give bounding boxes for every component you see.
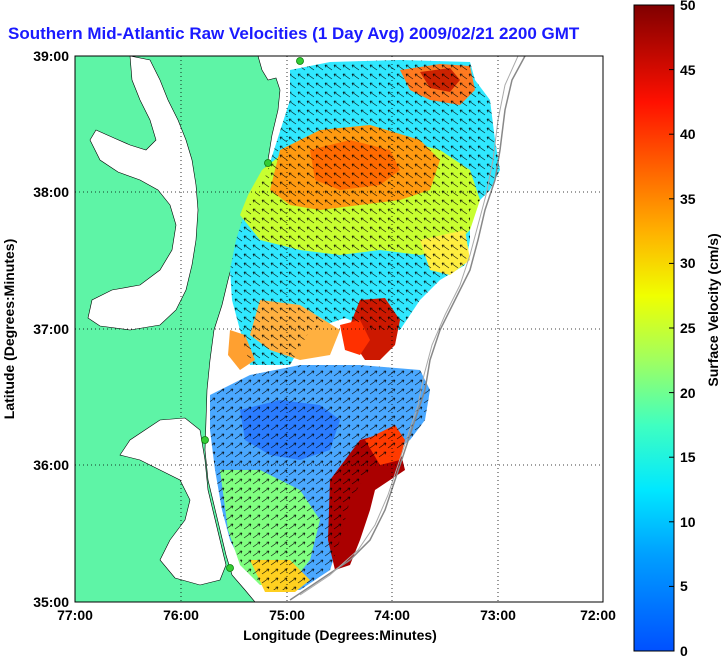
y-tick-label: 36:00 [33, 457, 69, 473]
velocity-vectors-north [230, 60, 500, 365]
chesapeake-bay [87, 56, 199, 331]
shelf-contour [289, 56, 526, 601]
colorbar-ticks [669, 4, 674, 652]
x-tick-label: 74:00 [374, 607, 410, 623]
y-tick-label: 39:00 [33, 48, 69, 64]
colorbar-tick-label: 30 [680, 255, 696, 271]
grid-lines [75, 56, 603, 602]
colorbar [633, 4, 675, 652]
station-markers [201, 57, 304, 572]
y-tick-label: 38:00 [33, 184, 69, 200]
y-tick-label: 37:00 [33, 321, 69, 337]
colorbar-label: Surface Velocity (cm/s) [705, 233, 721, 386]
colorbar-tick-labels: 50 45 40 35 30 25 20 15 10 5 0 [680, 0, 696, 659]
y-tick-label: 35:00 [33, 594, 69, 610]
x-axis-label: Longitude (Degrees:Minutes) [243, 627, 437, 643]
colorbar-tick-label: 45 [680, 62, 696, 78]
colorbar-tick-label: 50 [680, 0, 696, 13]
x-tick-label: 72:00 [580, 607, 616, 623]
x-tick-label: 73:00 [480, 607, 516, 623]
x-tick-label: 77:00 [57, 607, 93, 623]
y-tick-labels: 39:00 38:00 37:00 36:00 35:00 [33, 48, 69, 610]
x-tick-label: 75:00 [269, 607, 305, 623]
colorbar-tick-label: 35 [680, 191, 696, 207]
pamlico-sound [119, 417, 227, 586]
colorbar-tick-label: 10 [680, 514, 696, 530]
map-title: Southern Mid-Atlantic Raw Velocities (1 … [8, 24, 580, 43]
shelf-contour-inner [299, 56, 519, 596]
colorbar-tick-label: 40 [680, 126, 696, 142]
land-mass [75, 56, 281, 602]
colorbar-tick-label: 25 [680, 320, 696, 336]
colorbar-tick-label: 15 [680, 449, 696, 465]
colorbar-tick-label: 20 [680, 385, 696, 401]
colorbar-tick-label: 5 [680, 578, 688, 594]
x-tick-label: 76:00 [163, 607, 199, 623]
velocity-vectors-south [210, 365, 430, 590]
x-tick-labels: 77:00 76:00 75:00 74:00 73:00 72:00 [57, 607, 616, 623]
colorbar-tick-label: 0 [680, 643, 688, 659]
y-axis-label: Latitude (Degrees:Minutes) [1, 239, 17, 419]
